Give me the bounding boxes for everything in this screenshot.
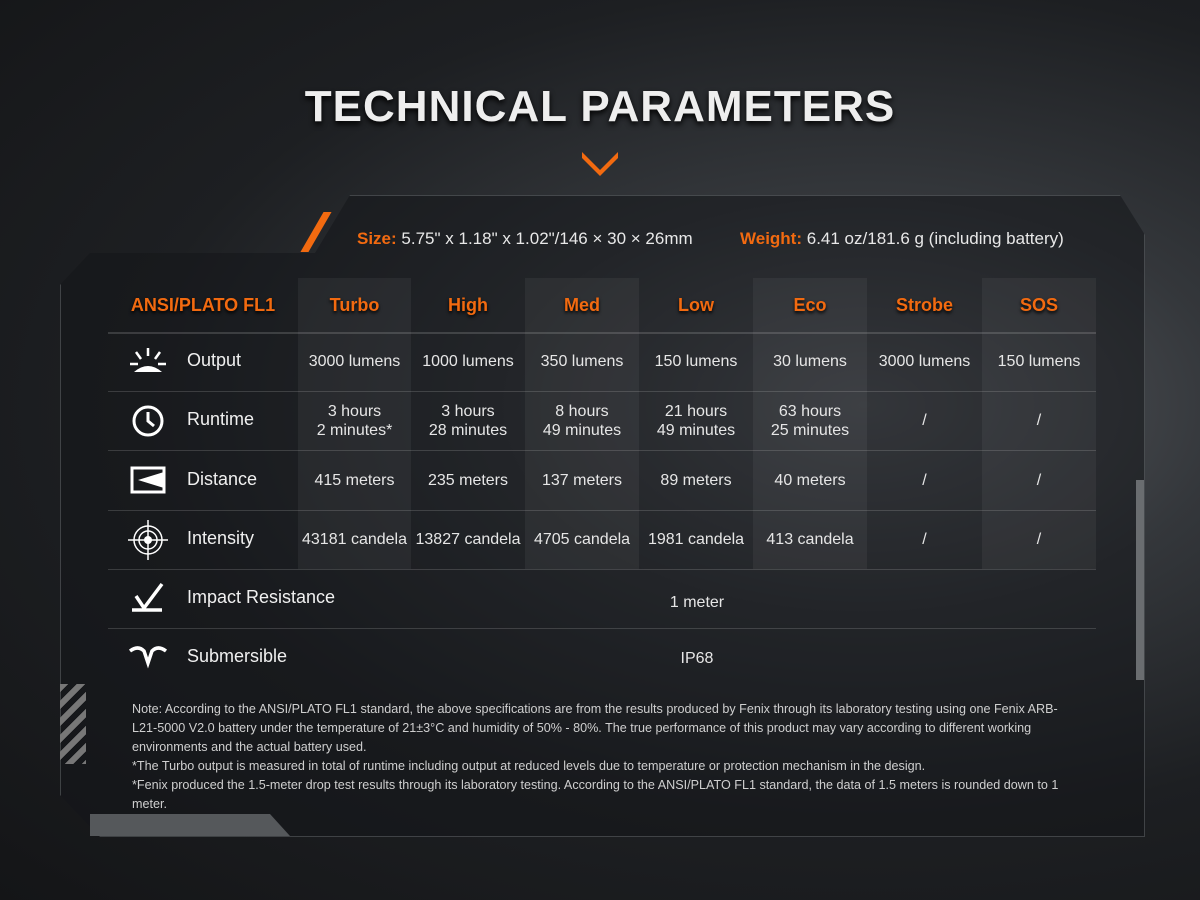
value-cell: / (1036, 471, 1042, 489)
row-label-submersible: Submersible (187, 646, 288, 666)
value-cell: 3000 lumens (308, 353, 401, 370)
value-cell: 89 meters (660, 471, 732, 489)
table-corner-header: ANSI/PLATO FL1 (130, 294, 276, 315)
corner-decoration (90, 814, 290, 836)
row-label-output: Output (187, 350, 242, 370)
size-spec: Size: 5.75" x 1.18" x 1.02"/146 × 30 × 2… (357, 229, 693, 248)
value-cell: 40 meters (774, 471, 846, 489)
value-cell: 150 lumens (997, 353, 1081, 370)
mode-header-eco: Eco (793, 294, 827, 315)
value-cell: 30 lumens (773, 353, 847, 370)
column-shade (753, 278, 867, 569)
value-cell: 137 meters (541, 471, 623, 489)
column-shade (525, 278, 639, 569)
value-cell: / (1036, 531, 1042, 548)
value-cell: / (922, 471, 927, 489)
chevron-down-icon (582, 152, 618, 176)
clock-icon (132, 405, 164, 436)
value-cell: 1981 candela (647, 531, 745, 548)
row-label-runtime: Runtime (187, 409, 255, 429)
target-icon (128, 519, 168, 560)
mode-header-med: Med (564, 294, 600, 315)
note-text: *Fenix produced the 1.5-meter drop test … (132, 778, 1059, 811)
row-label-impact-resistance: Impact Resistance (187, 587, 336, 607)
value-cell: 3 hours 2 minutes* (316, 402, 393, 439)
impact-icon (132, 582, 164, 612)
column-shade (982, 278, 1096, 569)
mode-header-turbo: Turbo (329, 294, 380, 315)
row-divider (108, 510, 1096, 511)
value-cell: / (922, 412, 927, 429)
row-label-distance: Distance (187, 468, 258, 489)
value-cell: 235 meters (427, 471, 509, 489)
page-title: TECHNICAL PARAMETERS (304, 82, 896, 131)
mode-header-strobe: Strobe (895, 294, 953, 315)
value-cell: 8 hours 49 minutes (542, 402, 622, 439)
spec-panel (60, 195, 1145, 837)
row-divider (108, 628, 1096, 629)
mode-header-high: High (448, 294, 488, 315)
row-divider (108, 450, 1096, 451)
weight-spec: Weight: 6.41 oz/181.6 g (including batte… (740, 229, 1064, 248)
value-cell: 21 hours 49 minutes (656, 402, 736, 439)
value-cell: 3000 lumens (878, 353, 971, 370)
burst-icon (130, 347, 166, 372)
value-cell: 150 lumens (654, 353, 738, 370)
hatch-decoration (60, 684, 86, 764)
value-cell: / (1036, 412, 1042, 429)
mode-header-low: Low (678, 294, 714, 315)
note-text: Note: According to the ANSI/PLATO FL1 st… (132, 702, 1058, 754)
value-cell: / (922, 531, 927, 548)
water-icon (128, 646, 168, 669)
value-cell: 4705 candela (533, 531, 631, 548)
value-cell: 13827 candela (415, 531, 521, 548)
submersible-value: IP68 (680, 649, 714, 667)
value-cell: 63 hours 25 minutes (770, 402, 850, 439)
row-divider (108, 332, 1096, 334)
side-decoration (1136, 480, 1144, 680)
note-text: *The Turbo output is measured in total o… (132, 759, 926, 773)
impact-value: 1 meter (669, 593, 725, 611)
row-divider (108, 569, 1096, 570)
value-cell: 415 meters (314, 471, 395, 489)
row-label-intensity: Intensity (187, 528, 255, 548)
mode-header-sos: SOS (1019, 294, 1058, 315)
notes: Note: According to the ANSI/PLATO FL1 st… (132, 700, 1082, 814)
value-cell: 3 hours 28 minutes (428, 402, 508, 439)
value-cell: 1000 lumens (422, 353, 514, 370)
beam-distance-icon (130, 466, 166, 494)
value-cell: 43181 candela (302, 531, 407, 548)
row-divider (108, 391, 1096, 392)
value-cell: 350 lumens (540, 353, 624, 370)
value-cell: 413 candela (766, 531, 854, 548)
column-shade (298, 278, 411, 569)
